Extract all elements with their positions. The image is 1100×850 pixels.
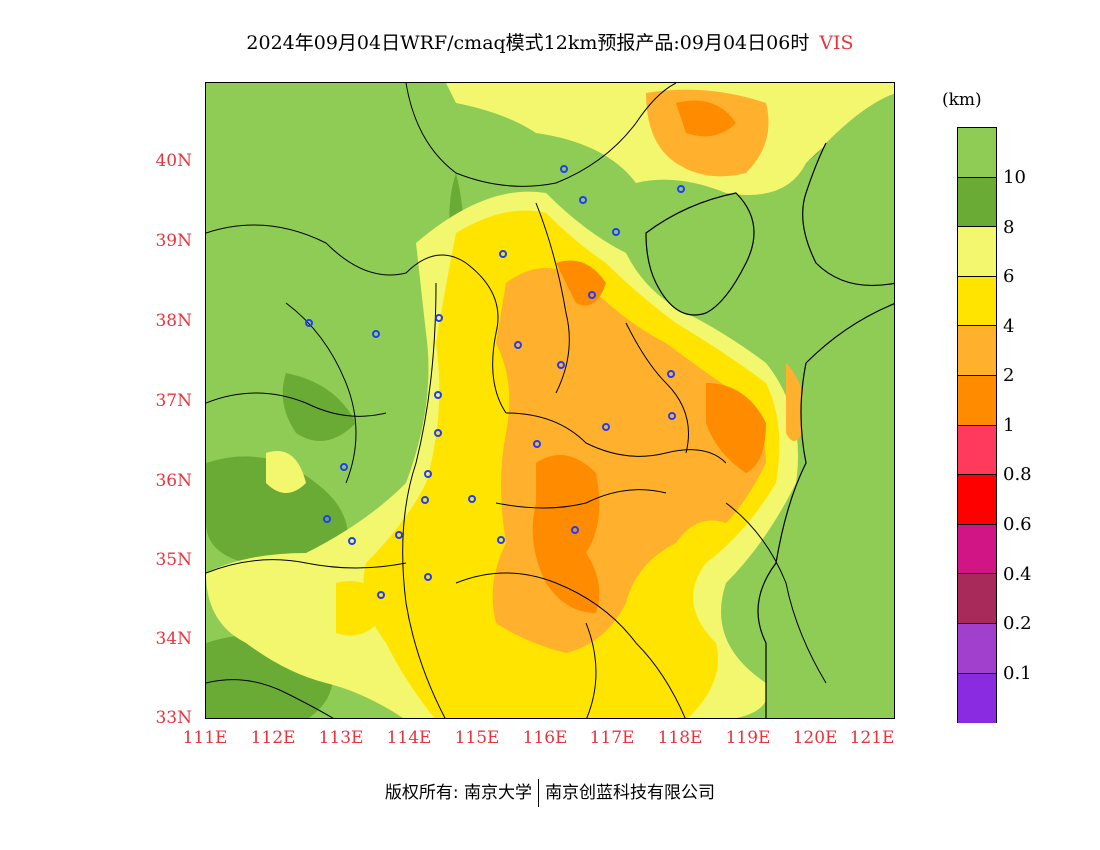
lon-label-111e: 111E [182, 728, 228, 748]
colorbar-label: 0.4 [1003, 564, 1032, 585]
colorbar-swatch [958, 375, 996, 426]
copyright-footer: 版权所有: 南京大学 南京创蓝科技有限公司 [0, 778, 1100, 807]
vis-1-2-regions [532, 100, 766, 613]
colorbar-label: 1 [1003, 415, 1015, 436]
lon-label-116e: 116E [522, 728, 568, 748]
colorbar-label: 2 [1003, 365, 1015, 386]
lon-label-113e: 113E [318, 728, 364, 748]
lat-label-38n: 38N [155, 311, 192, 331]
colorbar-swatch [958, 128, 996, 178]
coastline [645, 142, 894, 718]
lon-label-120e: 120E [792, 728, 838, 748]
colorbar-swatch [958, 326, 996, 376]
visibility-map [205, 82, 895, 719]
colorbar-label: 8 [1003, 217, 1015, 238]
colorbar-swatch [958, 574, 996, 624]
lon-label-118e: 118E [657, 728, 703, 748]
colorbar-label: 0.8 [1003, 464, 1032, 485]
colorbar-label: 0.6 [1003, 514, 1032, 535]
admin-boundaries [206, 83, 827, 718]
sea-regions [646, 93, 894, 718]
map-field [206, 83, 894, 718]
colorbar-swatch [958, 673, 996, 724]
city-markers [305, 165, 685, 599]
lon-label-112e: 112E [250, 728, 296, 748]
colorbar-swatch [958, 177, 996, 228]
copyright-right: 南京创蓝科技有限公司 [545, 783, 716, 803]
colorbar-swatch [958, 524, 996, 575]
lon-label-114e: 114E [386, 728, 432, 748]
colorbar-swatch [958, 276, 996, 327]
lon-label-117e: 117E [589, 728, 635, 748]
title-variable: VIS [819, 32, 854, 54]
lon-label-115e: 115E [454, 728, 500, 748]
lat-label-34n: 34N [155, 629, 192, 649]
colorbar-label: 6 [1003, 266, 1015, 287]
copyright-left: 版权所有: 南京大学 [384, 783, 533, 803]
colorbar [957, 127, 997, 724]
colorbar-label: 10 [1003, 167, 1026, 188]
lat-label-33n: 33N [155, 708, 192, 728]
footer-separator [538, 779, 540, 807]
colorbar-label: 4 [1003, 316, 1015, 337]
lat-label-37n: 37N [155, 391, 192, 411]
lon-label-121e: 121E [849, 728, 895, 748]
lat-label-35n: 35N [155, 550, 192, 570]
lon-label-119e: 119E [725, 728, 771, 748]
lat-label-39n: 39N [155, 231, 192, 251]
title-main: 2024年09月04日WRF/cmaq模式12km预报产品:09月04日06时 [246, 32, 810, 54]
lat-label-36n: 36N [155, 471, 192, 491]
colorbar-unit: (km) [942, 90, 982, 110]
map-title: 2024年09月04日WRF/cmaq模式12km预报产品:09月04日06时 V… [0, 28, 1100, 55]
colorbar-label: 0.1 [1003, 663, 1032, 684]
colorbar-swatch [958, 623, 996, 674]
colorbar-swatch [958, 425, 996, 476]
colorbar-swatch [958, 475, 996, 525]
lat-label-40n: 40N [155, 151, 192, 171]
colorbar-swatch [958, 227, 996, 277]
colorbar-label: 0.2 [1003, 613, 1032, 634]
